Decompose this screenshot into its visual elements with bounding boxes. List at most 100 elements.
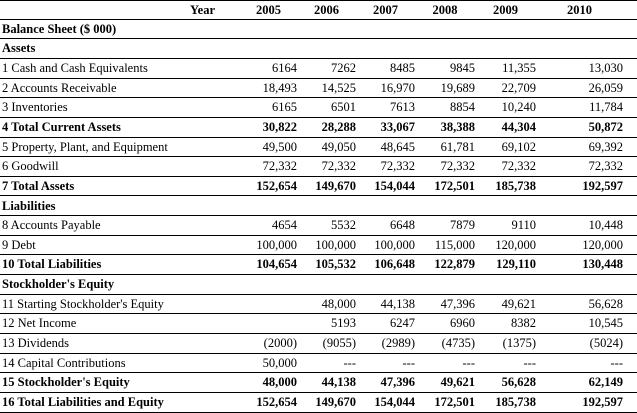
value-cell: 129,110 xyxy=(496,257,536,272)
value-cell xyxy=(240,20,297,39)
value-cell: 105,532 xyxy=(315,257,356,272)
value-cell: --- xyxy=(462,355,476,370)
year-header-label: Year xyxy=(190,3,215,17)
value-cell: 44,304 xyxy=(501,119,536,134)
value-cell: 22,709 xyxy=(501,80,536,95)
value-cell: --- xyxy=(523,355,537,370)
value-cell: 5532 xyxy=(331,218,356,233)
table-row: 13 Dividends (2000) (9055) (2989) (4735) (137… xyxy=(0,334,637,354)
value-cell: 9110 xyxy=(511,218,536,233)
year-2010-header: 2010 xyxy=(567,3,592,17)
value-cell: 9845 xyxy=(450,60,475,75)
value-cell: 49,621 xyxy=(501,296,536,311)
header-row: Year 2005 2006 2007 2008 2009 2010 xyxy=(0,0,637,20)
value-cell: 61,781 xyxy=(440,139,475,154)
value-cell xyxy=(356,197,415,216)
value-cell: 8854 xyxy=(450,100,475,115)
value-cell: 72,332 xyxy=(262,159,297,174)
row-label: 9 Debt xyxy=(2,237,36,252)
value-cell: 72,332 xyxy=(380,159,415,174)
value-cell: 48,000 xyxy=(262,375,297,390)
value-cell: 100,000 xyxy=(256,237,297,252)
value-cell: 38,388 xyxy=(440,119,475,134)
value-cell: 122,879 xyxy=(434,257,475,272)
value-cell: 149,670 xyxy=(315,395,356,409)
value-cell xyxy=(536,39,623,58)
table-row: 14 Capital Contributions 50,000 --- --- --- -… xyxy=(0,354,637,374)
value-cell: 120,000 xyxy=(582,237,623,252)
value-cell xyxy=(475,20,536,39)
value-cell: 7613 xyxy=(390,100,415,115)
row-label: 6 Goodwill xyxy=(2,159,59,174)
value-cell: 19,689 xyxy=(440,80,475,95)
value-cell: 115,000 xyxy=(434,237,475,252)
value-cell: 172,501 xyxy=(434,178,475,193)
value-cell: --- xyxy=(343,355,357,370)
value-cell: 120,000 xyxy=(495,237,536,252)
value-cell: 152,654 xyxy=(256,395,297,409)
value-cell xyxy=(356,39,415,58)
row-label: 1 Cash and Cash Equivalents xyxy=(2,60,148,75)
value-cell xyxy=(297,20,356,39)
value-cell: 49,500 xyxy=(262,139,297,154)
row-label: 16 Total Liabilities and Equity xyxy=(2,395,164,409)
value-cell: 69,392 xyxy=(588,139,623,154)
value-cell: 28,288 xyxy=(321,119,356,134)
row-label: 14 Capital Contributions xyxy=(2,355,126,370)
value-cell: 56,628 xyxy=(501,375,536,390)
row-label: 2 Accounts Receivable xyxy=(2,80,117,95)
value-cell: 185,738 xyxy=(495,395,536,409)
table-row: 7 Total Assets 152,654 149,670 154,044 172,5… xyxy=(0,177,637,197)
row-label: 13 Dividends xyxy=(2,336,70,351)
value-cell: --- xyxy=(610,355,624,370)
value-cell: 10,240 xyxy=(501,100,536,115)
value-cell: 8382 xyxy=(511,316,536,331)
value-cell: 7879 xyxy=(450,218,475,233)
table-row: 4 Total Current Assets 30,822 28,288 33,067… xyxy=(0,118,637,138)
value-cell xyxy=(297,39,356,58)
value-cell: (4735) xyxy=(441,336,475,351)
value-cell: 106,648 xyxy=(374,257,415,272)
value-cell: 192,597 xyxy=(582,178,623,193)
table-row: 6 Goodwill 72,332 72,332 72,332 72,332 72,332… xyxy=(0,157,637,177)
value-cell: 8485 xyxy=(390,60,415,75)
value-cell: 172,501 xyxy=(434,395,475,409)
value-cell: 11,355 xyxy=(502,60,536,75)
value-cell: 100,000 xyxy=(315,237,356,252)
table-row: 10 Total Liabilities 104,654 105,532 106,64… xyxy=(0,255,637,276)
value-cell: 62,149 xyxy=(588,375,623,390)
value-cell: 154,044 xyxy=(374,395,415,409)
year-2007-header: 2007 xyxy=(373,3,398,17)
row-label: 8 Accounts Payable xyxy=(2,218,101,233)
row-label: 7 Total Assets xyxy=(2,178,75,193)
value-cell: 6648 xyxy=(390,218,415,233)
value-cell xyxy=(536,20,623,39)
value-cell: 185,738 xyxy=(495,178,536,193)
value-cell xyxy=(240,39,297,58)
value-cell: 48,645 xyxy=(380,139,415,154)
section-row: Balance Sheet ($ 000) xyxy=(0,20,637,40)
row-label: 5 Property, Plant, and Equipment xyxy=(2,139,168,154)
value-cell xyxy=(240,197,297,216)
value-cell: 72,332 xyxy=(321,159,356,174)
row-label: 10 Total Liabilities xyxy=(2,257,102,272)
value-cell: 130,448 xyxy=(582,257,623,272)
value-cell xyxy=(297,197,356,216)
value-cell: 149,670 xyxy=(315,178,356,193)
value-cell xyxy=(356,275,415,294)
value-cell: 5193 xyxy=(331,316,356,331)
row-label: 12 Net Income xyxy=(2,316,77,331)
value-cell xyxy=(415,197,475,216)
value-cell: 44,138 xyxy=(380,296,415,311)
row-label: Stockholder's Equity xyxy=(2,277,115,292)
table-row: 12 Net Income 5193 6247 6960 8382 10,545 xyxy=(0,314,637,335)
value-cell: 10,545 xyxy=(588,316,623,331)
year-2009-header: 2009 xyxy=(493,3,518,17)
table-row: 2 Accounts Receivable 18,493 14,525 16,970 1… xyxy=(0,79,637,99)
value-cell: 4654 xyxy=(272,218,297,233)
table-row: 15 Stockholder's Equity 48,000 44,138 47,39… xyxy=(0,373,637,393)
value-cell xyxy=(240,295,297,314)
value-cell: (1375) xyxy=(502,336,536,351)
value-cell: 33,067 xyxy=(380,119,415,134)
value-cell: 18,493 xyxy=(262,80,297,95)
